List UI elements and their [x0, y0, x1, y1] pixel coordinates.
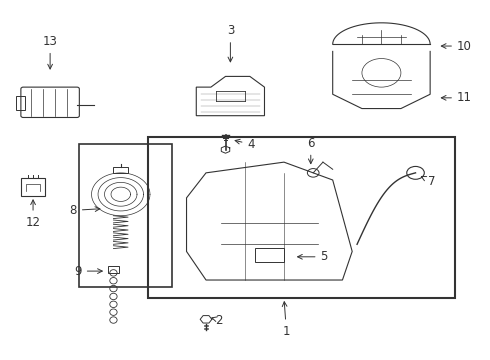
- Text: 4: 4: [235, 138, 255, 151]
- Bar: [147, 137, 455, 298]
- Text: 5: 5: [297, 250, 328, 263]
- Text: 1: 1: [282, 302, 290, 338]
- Bar: [108, 266, 119, 273]
- Text: 7: 7: [421, 175, 435, 188]
- Text: 11: 11: [441, 91, 472, 104]
- Text: 10: 10: [441, 40, 472, 53]
- Bar: [21, 178, 45, 196]
- Bar: [79, 144, 172, 287]
- Text: 12: 12: [25, 200, 41, 229]
- Text: 3: 3: [227, 24, 234, 62]
- Bar: [255, 248, 284, 262]
- Bar: [16, 96, 25, 111]
- Text: 2: 2: [212, 314, 223, 327]
- Text: 13: 13: [43, 35, 57, 69]
- Text: 8: 8: [70, 204, 100, 217]
- Bar: [114, 167, 128, 173]
- Text: 6: 6: [307, 137, 315, 164]
- Text: 9: 9: [74, 265, 102, 278]
